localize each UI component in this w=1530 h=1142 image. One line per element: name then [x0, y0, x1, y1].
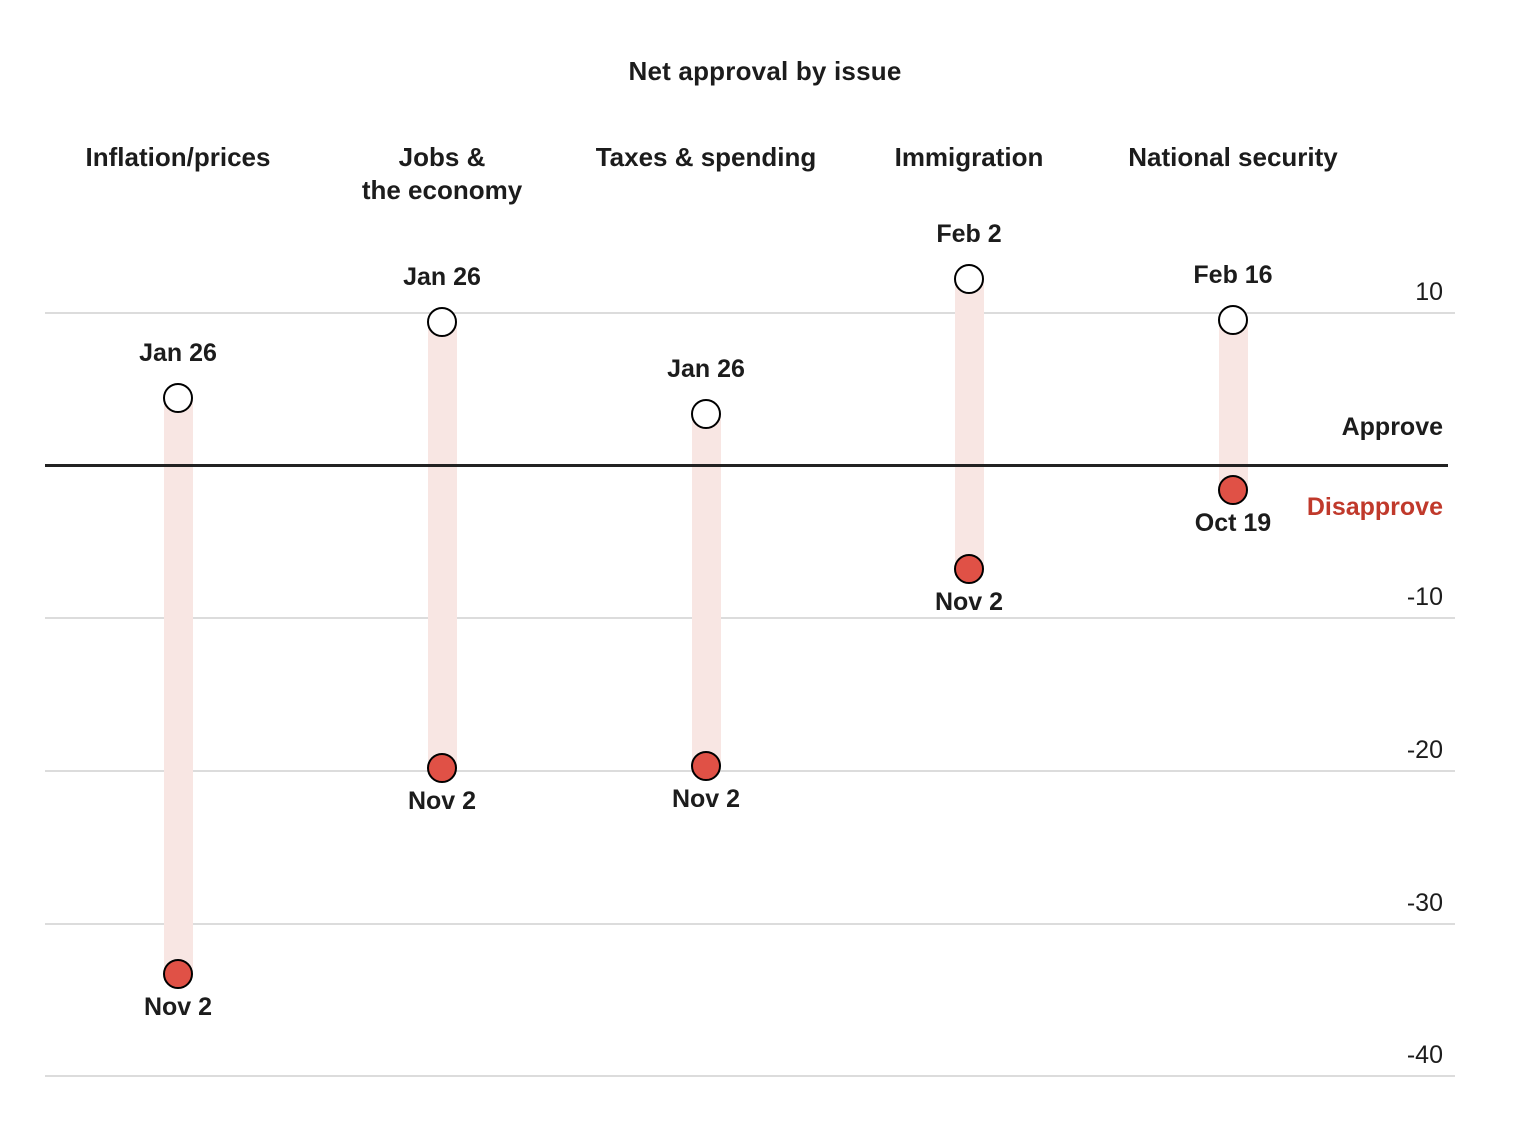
y-tick-label: -40: [1406, 1041, 1443, 1070]
start-dot: [427, 306, 457, 337]
column-header: National security: [1128, 142, 1338, 172]
gridline-10: [45, 311, 1455, 314]
column-header: Immigration: [894, 142, 1044, 172]
end-dot: [427, 752, 457, 783]
start-dot: [691, 398, 721, 429]
chart-title: Net approval by issue: [628, 56, 902, 86]
disapprove-label: Disapprove: [1306, 493, 1443, 521]
approve-label: Approve: [1341, 413, 1443, 441]
column-header: Inflation/prices: [85, 142, 271, 172]
y-tick-label: 10: [1415, 277, 1443, 306]
start-dot: [954, 264, 984, 295]
end-date-label: Nov 2: [934, 588, 1004, 617]
gridline--30: [45, 922, 1455, 925]
gridline--40: [45, 1075, 1455, 1078]
end-date-label: Nov 2: [143, 992, 213, 1021]
y-tick-label: -10: [1406, 583, 1443, 612]
start-date-label: Feb 2: [936, 220, 1002, 249]
start-date-label: Jan 26: [139, 339, 217, 368]
range-band: [1218, 320, 1248, 490]
end-date-label: Nov 2: [407, 786, 477, 815]
gridline--10: [45, 617, 1455, 620]
end-dot: [954, 554, 984, 585]
column-header: Jobs & the economy: [361, 142, 523, 205]
start-date-label: Jan 26: [403, 262, 481, 291]
range-band: [954, 279, 984, 570]
start-dot: [1218, 305, 1248, 336]
start-date-label: Jan 26: [667, 354, 745, 383]
column-header: Taxes & spending: [595, 142, 817, 172]
end-dot: [1218, 474, 1248, 505]
start-dot: [163, 383, 193, 414]
range-band: [163, 398, 193, 974]
gridline--20: [45, 769, 1455, 772]
start-date-label: Feb 16: [1193, 261, 1273, 290]
end-dot: [691, 751, 721, 782]
zero-line: [45, 464, 1448, 467]
y-tick-label: -30: [1406, 888, 1443, 917]
end-date-label: Nov 2: [671, 785, 741, 814]
end-dot: [163, 958, 193, 989]
range-band: [427, 321, 457, 768]
end-date-label: Oct 19: [1194, 508, 1272, 537]
y-tick-label: -20: [1406, 735, 1443, 764]
range-band: [691, 413, 721, 767]
